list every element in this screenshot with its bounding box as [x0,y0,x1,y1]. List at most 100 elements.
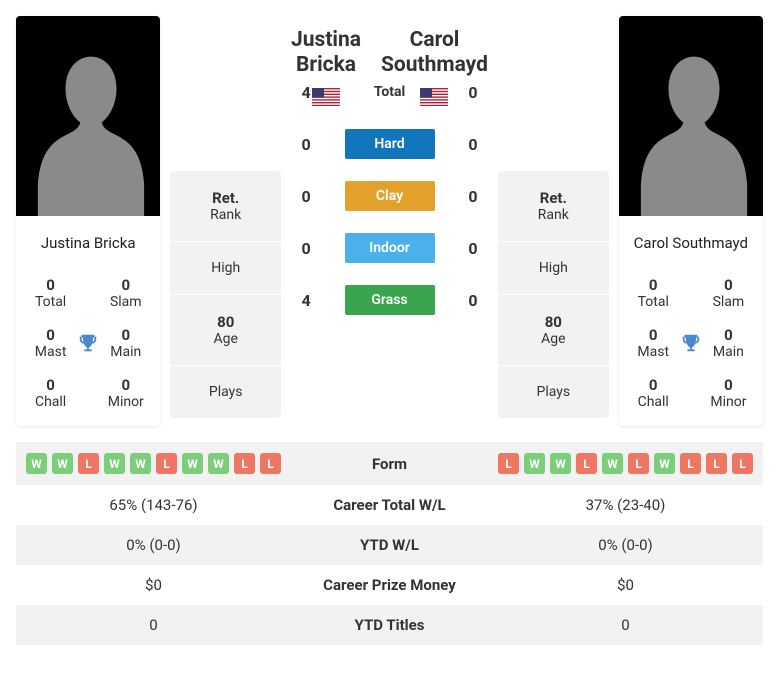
table-row-ytd-wl: 0% (0-0) YTD W/L 0% (0-0) [16,525,763,565]
form-badge[interactable]: W [208,453,229,474]
trophy-total: 0Total [627,276,680,310]
trophy-minor: 0Minor [702,376,755,410]
stat-high: High [170,241,281,294]
h2h-clay-row: 0 Clay 0 [291,170,488,222]
player-a-stats: Ret.Rank High 80Age Plays [170,171,281,418]
h2h-grass-row: 4 Grass 0 [291,274,488,326]
form-badge[interactable]: W [130,453,151,474]
form-badge[interactable]: L [78,453,99,474]
trophy-icon [680,332,702,354]
ytd-wl-label: YTD W/L [291,525,488,565]
ytd-wl-a: 0% (0-0) [16,525,291,565]
h2h-hard-row: 0 Hard 0 [291,118,488,170]
form-b: LWWLWLWLLL [488,442,763,485]
h2h-indoor-row: 0 Indoor 0 [291,222,488,274]
form-badge[interactable]: L [576,453,597,474]
career-wl-label: Career Total W/L [291,485,488,525]
trophy-slam: 0Slam [702,276,755,310]
form-badge[interactable]: L [498,453,519,474]
trophy-main: 0Main [99,326,152,360]
h2h-hard-b: 0 [458,135,488,154]
player-b-trophies: 0Total 0Slam 0Mast 0Main 0Chall 0Minor [619,270,763,426]
trophy-slam: 0Slam [99,276,152,310]
h2h-indoor-b: 0 [458,239,488,258]
stat-plays: Plays [170,365,281,418]
career-wl-a: 65% (143-76) [16,485,291,525]
player-b-stats: Ret.Rank High 80Age Plays [498,171,609,418]
top-section: Justina Bricka 0Total 0Slam 0Mast 0Main … [0,0,779,442]
form-badge[interactable]: L [234,453,255,474]
stat-rank: Ret.Rank [170,171,281,241]
h2h-total-b: 0 [458,83,488,102]
table-row-form: WWLWWLWWLL Form LWWLWLWLLL [16,442,763,485]
h2h-clay-b: 0 [458,187,488,206]
trophy-mast: 0Mast [24,326,77,360]
player-a-name-line1: Justina [291,28,361,53]
career-wl-b: 37% (23-40) [488,485,763,525]
player-b-card-name[interactable]: Carol Southmayd [619,216,763,270]
player-a-photo [16,16,160,216]
h2h-total-label: Total [345,77,435,107]
trophy-minor: 0Minor [99,376,152,410]
form-badge[interactable]: W [52,453,73,474]
prize-a: $0 [16,565,291,605]
trophy-chall: 0Chall [24,376,77,410]
h2h-hard-a: 0 [291,135,321,154]
table-row-ytd-titles: 0 YTD Titles 0 [16,605,763,645]
silhouette-icon [639,46,749,216]
form-badge[interactable]: L [706,453,727,474]
stat-high: High [498,241,609,294]
player-a-card: Justina Bricka 0Total 0Slam 0Mast 0Main … [16,16,160,426]
player-b-name-line1: Carol [410,28,460,53]
trophy-main: 0Main [702,326,755,360]
h2h-grass-a: 4 [291,291,321,310]
trophy-total: 0Total [24,276,77,310]
player-a-card-name[interactable]: Justina Bricka [16,216,160,270]
player-b-photo [619,16,763,216]
form-badge[interactable]: W [654,453,675,474]
h2h-total-a: 4 [291,83,321,102]
trophy-chall: 0Chall [627,376,680,410]
h2h-rows: 4 Total 0 0 Hard 0 0 Clay 0 0 Indoor 0 4 [291,66,488,326]
h2h-clay-label[interactable]: Clay [345,181,435,211]
trophy-icon [77,332,99,354]
comparison-table-section: WWLWWLWWLL Form LWWLWLWLLL 65% (143-76) … [0,442,779,661]
stat-rank: Ret.Rank [498,171,609,241]
form-badge[interactable]: W [550,453,571,474]
h2h-grass-label[interactable]: Grass [345,285,435,315]
h2h-total-row: 4 Total 0 [291,66,488,118]
stat-age: 80Age [170,294,281,365]
table-row-career-wl: 65% (143-76) Career Total W/L 37% (23-40… [16,485,763,525]
stat-plays: Plays [498,365,609,418]
prize-label: Career Prize Money [291,565,488,605]
ytd-wl-b: 0% (0-0) [488,525,763,565]
table-row-prize: $0 Career Prize Money $0 [16,565,763,605]
form-badge[interactable]: W [182,453,203,474]
h2h-indoor-label[interactable]: Indoor [345,233,435,263]
form-badge[interactable]: L [260,453,281,474]
silhouette-icon [36,46,146,216]
player-b-card: Carol Southmayd 0Total 0Slam 0Mast 0Main… [619,16,763,426]
form-badge[interactable]: W [26,453,47,474]
prize-b: $0 [488,565,763,605]
h2h-indoor-a: 0 [291,239,321,258]
form-badge[interactable]: W [524,453,545,474]
form-badge[interactable]: L [732,453,753,474]
form-badge[interactable]: W [602,453,623,474]
form-badge[interactable]: L [156,453,177,474]
form-badge[interactable]: W [104,453,125,474]
player-a-trophies: 0Total 0Slam 0Mast 0Main 0Chall 0Minor [16,270,160,426]
ytd-titles-b: 0 [488,605,763,645]
h2h-grass-b: 0 [458,291,488,310]
h2h-hard-label[interactable]: Hard [345,129,435,159]
form-a: WWLWWLWWLL [16,442,291,485]
form-badge[interactable]: L [628,453,649,474]
form-label: Form [291,442,488,485]
stat-age: 80Age [498,294,609,365]
h2h-clay-a: 0 [291,187,321,206]
form-badge[interactable]: L [680,453,701,474]
ytd-titles-a: 0 [16,605,291,645]
ytd-titles-label: YTD Titles [291,605,488,645]
trophy-mast: 0Mast [627,326,680,360]
comparison-table: WWLWWLWWLL Form LWWLWLWLLL 65% (143-76) … [16,442,763,645]
